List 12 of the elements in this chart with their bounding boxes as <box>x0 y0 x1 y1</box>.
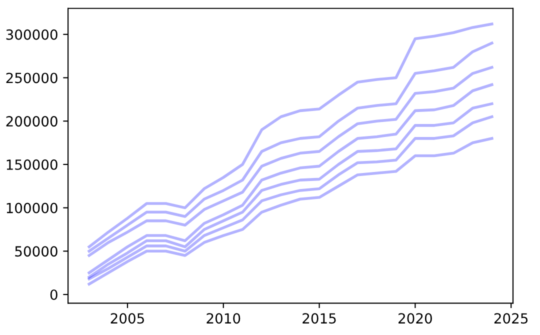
x-tick-label: 2020 <box>398 313 432 324</box>
x-tick-label: 2010 <box>206 313 240 324</box>
y-tick-label: 300000 <box>6 29 58 40</box>
y-tick-label: 200000 <box>6 116 58 127</box>
y-tick-label: 250000 <box>6 72 58 84</box>
x-tick-label: 2015 <box>302 313 336 324</box>
x-tick-label: 2005 <box>110 313 144 324</box>
y-tick-label: 50000 <box>15 246 58 257</box>
x-tick-label: 2025 <box>494 313 528 324</box>
y-tick-label: 150000 <box>6 159 58 170</box>
y-tick-label: 0 <box>50 289 58 300</box>
y-tick-label: 100000 <box>6 202 58 214</box>
